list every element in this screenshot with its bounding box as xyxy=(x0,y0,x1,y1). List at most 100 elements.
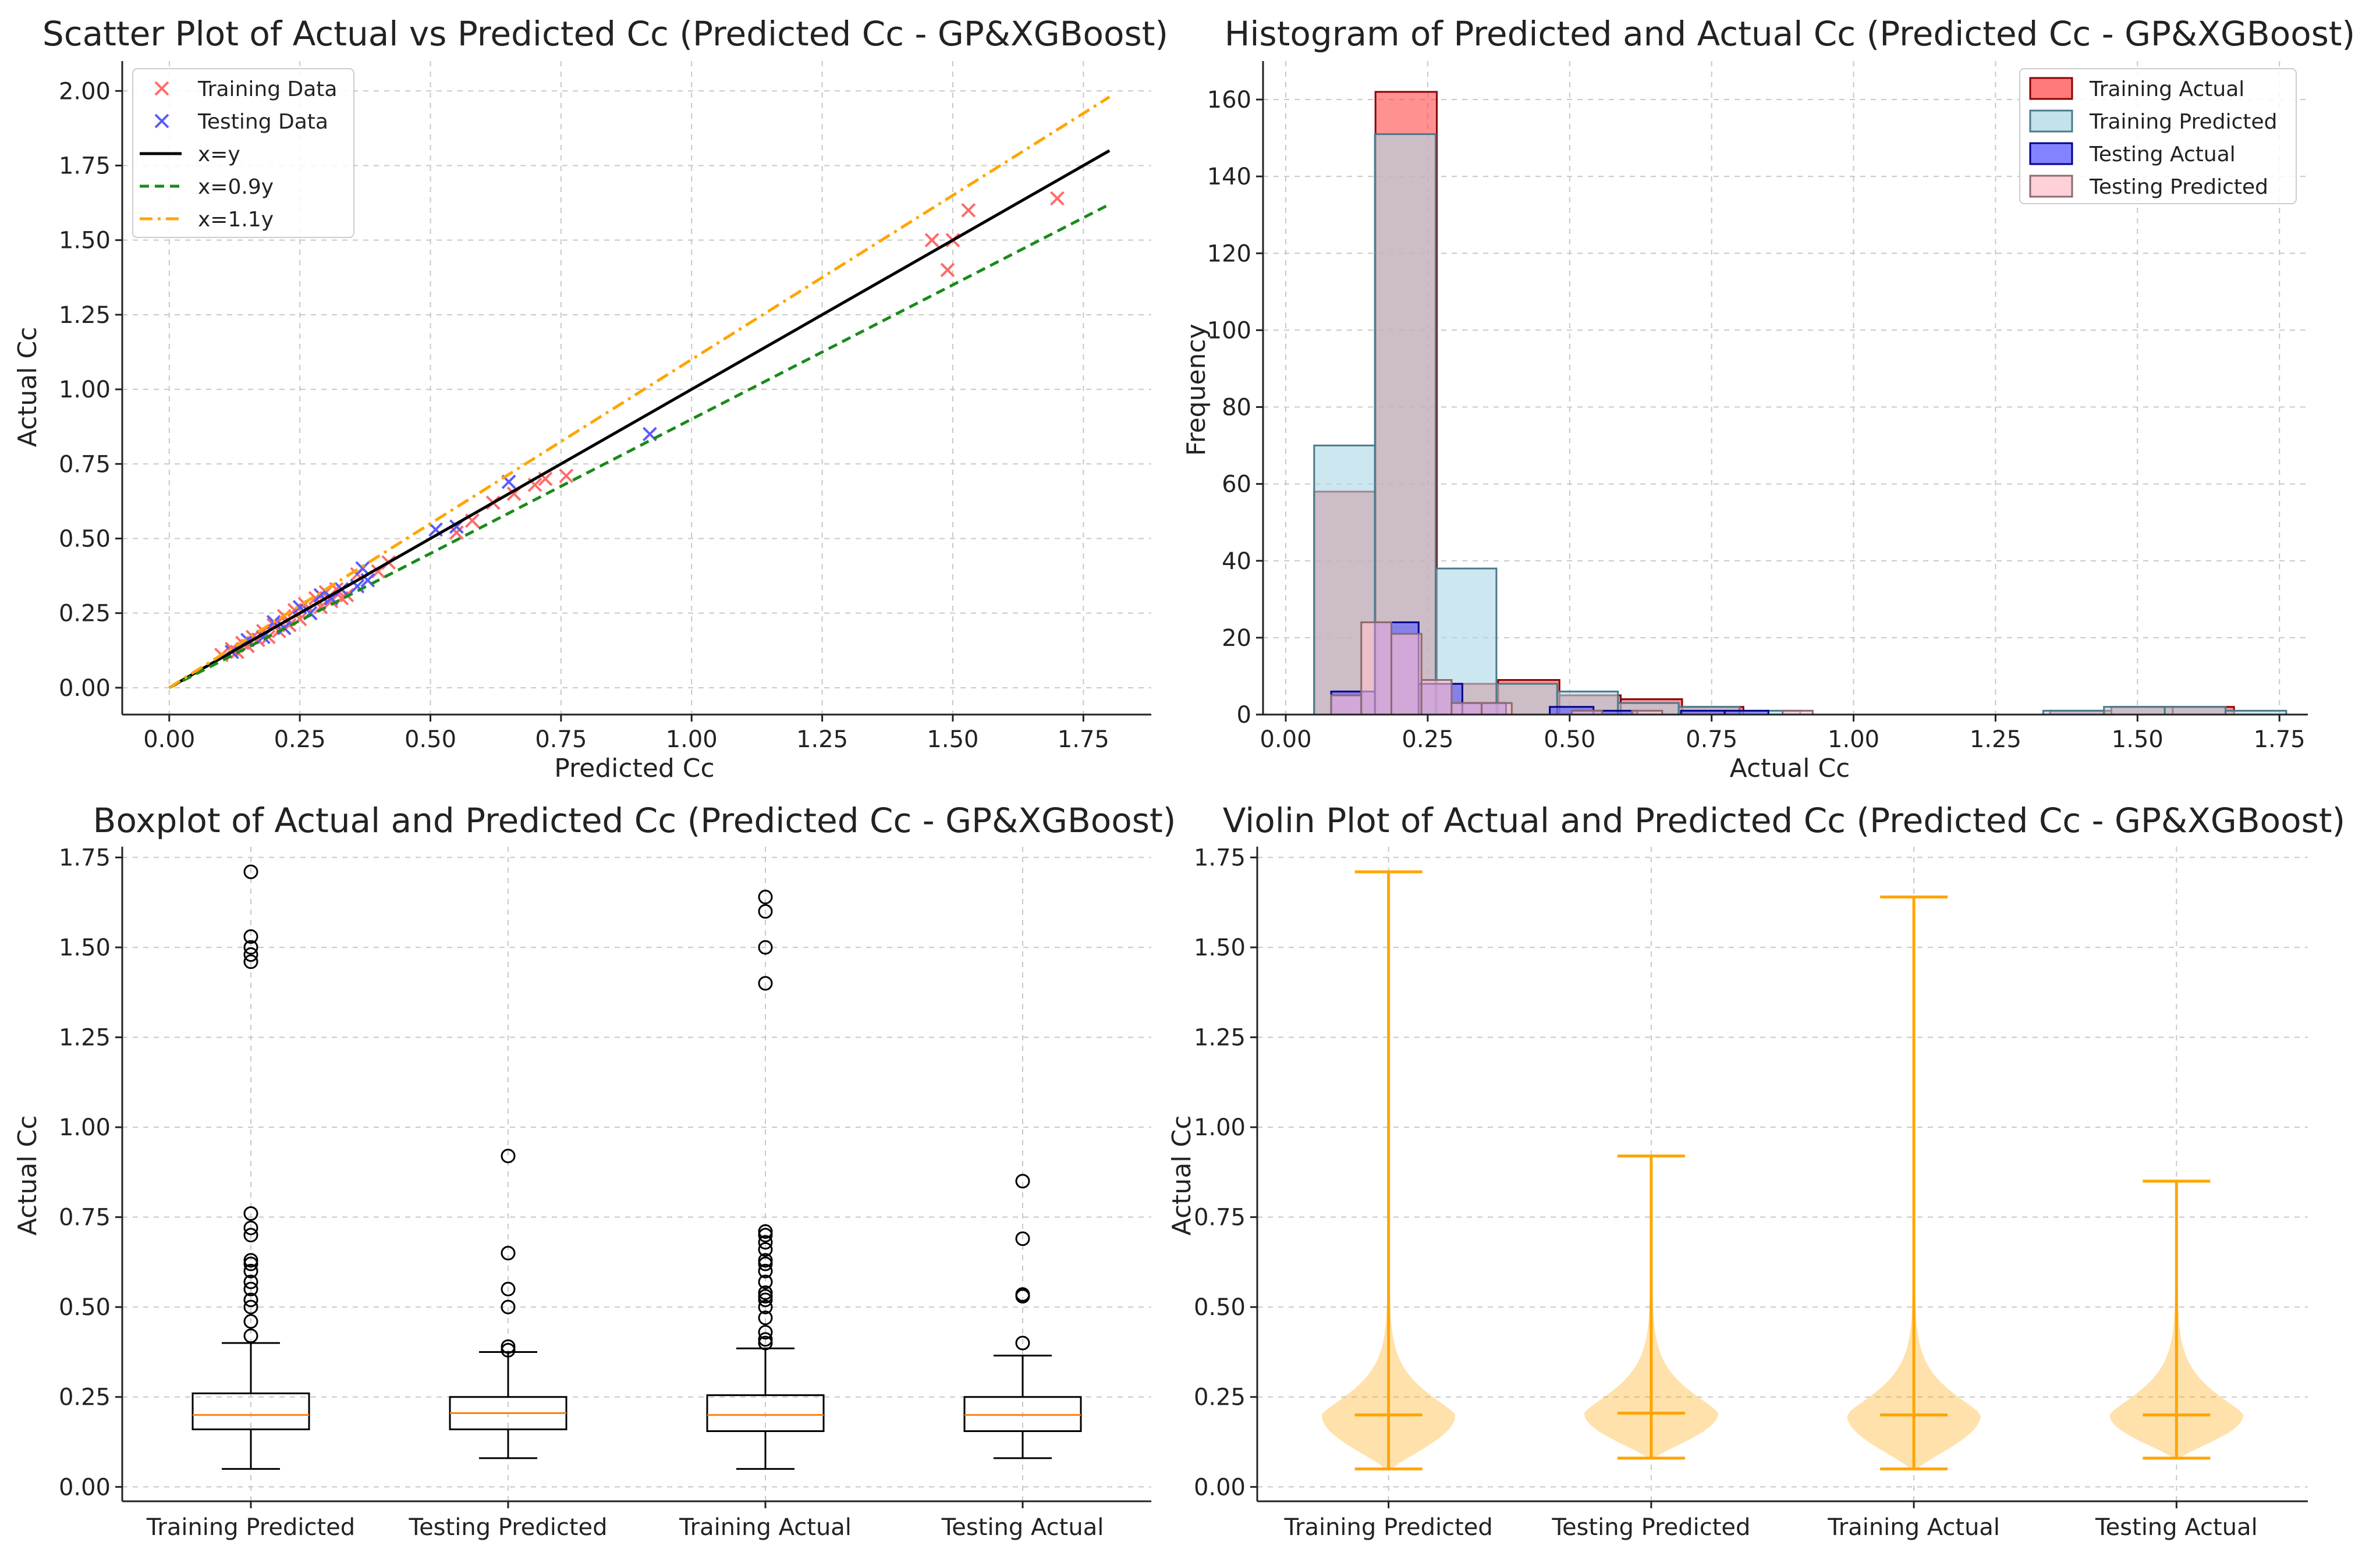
box-outlier xyxy=(1015,1174,1030,1189)
box-iqr xyxy=(706,1394,825,1432)
violin-y-tick-label: 1.75 xyxy=(1194,845,1246,872)
scatter-y-tick-label: 1.00 xyxy=(59,376,111,403)
scatter-y-tick-label: 0.50 xyxy=(59,525,111,552)
hist-y-tick-label: 40 xyxy=(1222,548,1251,575)
histogram-xlabel: Actual Cc xyxy=(1730,754,1850,783)
hist-y-tick-label: 20 xyxy=(1222,625,1251,652)
boxplot-1 xyxy=(449,1149,567,1459)
box-outlier xyxy=(501,1281,516,1296)
violin-x-tick-label: Training Actual xyxy=(1827,1514,2000,1541)
violin-y-tick-label: 0.25 xyxy=(1194,1384,1246,1411)
scatter-point-1-stroke xyxy=(355,561,370,576)
boxplot-panel: Boxplot of Actual and Predicted Cc (Pred… xyxy=(13,801,1176,1541)
scatter-y-tick-label: 2.00 xyxy=(59,78,111,105)
hist-bar-1 xyxy=(2163,706,2227,716)
scatter-x-tick-label: 0.00 xyxy=(143,726,195,753)
box-outlier xyxy=(758,1324,773,1340)
box-outlier xyxy=(758,1310,773,1326)
scatter-x-tick-label: 1.50 xyxy=(927,726,978,753)
scatter-x-tick-label: 0.75 xyxy=(535,726,587,753)
histogram-panel: Histogram of Predicted and Actual Cc (Pr… xyxy=(1182,14,2355,783)
scatter-point-0-stroke xyxy=(538,471,553,486)
violin-x-tick-label: Testing Predicted xyxy=(1551,1514,1750,1541)
scatter-point-0-stroke xyxy=(924,233,939,248)
scatter-x-tick-label: 0.50 xyxy=(405,726,456,753)
hist-legend-label: Training Predicted xyxy=(2089,110,2278,134)
scatter-point-0-stroke xyxy=(527,477,542,492)
box-y-tick-label: 1.75 xyxy=(59,845,111,872)
box-outlier xyxy=(758,1235,773,1250)
box-outlier xyxy=(501,1245,516,1260)
box-outlier xyxy=(758,890,773,905)
hist-y-tick-label: 160 xyxy=(1207,87,1251,113)
scatter-y-tick-label: 0.75 xyxy=(59,451,111,478)
box-outlier xyxy=(758,1335,773,1351)
box-outlier xyxy=(243,1299,258,1314)
violin-ylabel: Actual Cc xyxy=(1167,1115,1197,1236)
box-x-tick-label: Training Actual xyxy=(679,1514,852,1541)
box-outlier xyxy=(243,1314,258,1329)
scatter-point-0-stroke xyxy=(940,262,955,278)
violin-0 xyxy=(1322,870,1455,1470)
hist-x-tick-label: 1.50 xyxy=(2112,726,2163,753)
scatter-point-0 xyxy=(961,202,976,218)
box-outlier xyxy=(758,904,773,919)
violin-x-tick-label: Testing Actual xyxy=(2095,1514,2258,1541)
box-outlier xyxy=(243,954,258,969)
scatter-point-0 xyxy=(449,525,464,540)
box-outlier xyxy=(501,1339,516,1354)
box-outlier xyxy=(758,1292,773,1308)
hist-x-tick-label: 1.75 xyxy=(2254,726,2305,753)
hist-legend-label: Testing Actual xyxy=(2089,143,2236,166)
scatter-point-0 xyxy=(559,468,574,484)
box-outlier xyxy=(243,1256,258,1271)
scatter-y-tick-label: 0.00 xyxy=(59,675,111,702)
hist-x-tick-label: 0.75 xyxy=(1686,726,1737,753)
hist-bar-3 xyxy=(1360,621,1392,716)
hist-legend-swatch xyxy=(2029,77,2073,100)
box-outlier xyxy=(758,1253,773,1268)
scatter-line-x=y xyxy=(168,149,1111,690)
hist-y-tick-label: 120 xyxy=(1207,240,1251,267)
hist-legend-swatch xyxy=(2029,109,2073,133)
box-iqr xyxy=(963,1396,1082,1432)
box-x-tick-label: Testing Predicted xyxy=(408,1514,607,1541)
box-outlier xyxy=(243,1253,258,1268)
scatter-point-1-stroke xyxy=(643,427,657,442)
scatter-x-tick-label: 0.25 xyxy=(274,726,326,753)
boxplot-3 xyxy=(963,1174,1082,1459)
box-x-tick-label: Training Predicted xyxy=(146,1514,355,1541)
scatter-line-x=1.1y xyxy=(168,95,1111,689)
scatter-point-0 xyxy=(940,262,955,278)
violin-title: Violin Plot of Actual and Predicted Cc (… xyxy=(1223,801,2345,840)
boxplot-title: Boxplot of Actual and Predicted Cc (Pred… xyxy=(93,801,1176,840)
hist-bar-3 xyxy=(1420,679,1453,716)
scatter-legend-marker xyxy=(154,81,169,96)
boxplot-2 xyxy=(706,890,825,1470)
scatter-title: Scatter Plot of Actual vs Predicted Cc (… xyxy=(42,14,1168,54)
scatter-legend-label: x=0.9y xyxy=(198,175,274,199)
box-y-tick-label: 0.00 xyxy=(59,1474,111,1501)
scatter-x-tick-label: 1.00 xyxy=(666,726,718,753)
box-outlier xyxy=(758,1224,773,1239)
box-outlier xyxy=(758,940,773,955)
boxplot-0 xyxy=(191,864,310,1470)
box-outlier xyxy=(1015,1287,1030,1302)
hist-x-tick-label: 0.50 xyxy=(1544,726,1595,753)
hist-y-tick-label: 0 xyxy=(1237,702,1251,729)
box-outlier xyxy=(758,1332,773,1347)
box-outlier xyxy=(243,1292,258,1308)
scatter-point-1-stroke xyxy=(501,474,516,489)
box-outlier xyxy=(243,1263,258,1278)
box-outlier xyxy=(758,1256,773,1271)
box-outlier xyxy=(243,864,258,879)
scatter-legend-marker-stroke xyxy=(154,81,169,96)
hist-x-tick-label: 0.25 xyxy=(1402,726,1453,753)
scatter-point-1 xyxy=(355,561,370,576)
scatter-x-tick-label: 1.25 xyxy=(796,726,848,753)
scatter-ylabel: Actual Cc xyxy=(13,327,42,447)
hist-y-tick-label: 100 xyxy=(1207,317,1251,344)
violin-y-tick-label: 1.25 xyxy=(1194,1025,1246,1051)
hist-y-tick-label: 140 xyxy=(1207,164,1251,190)
